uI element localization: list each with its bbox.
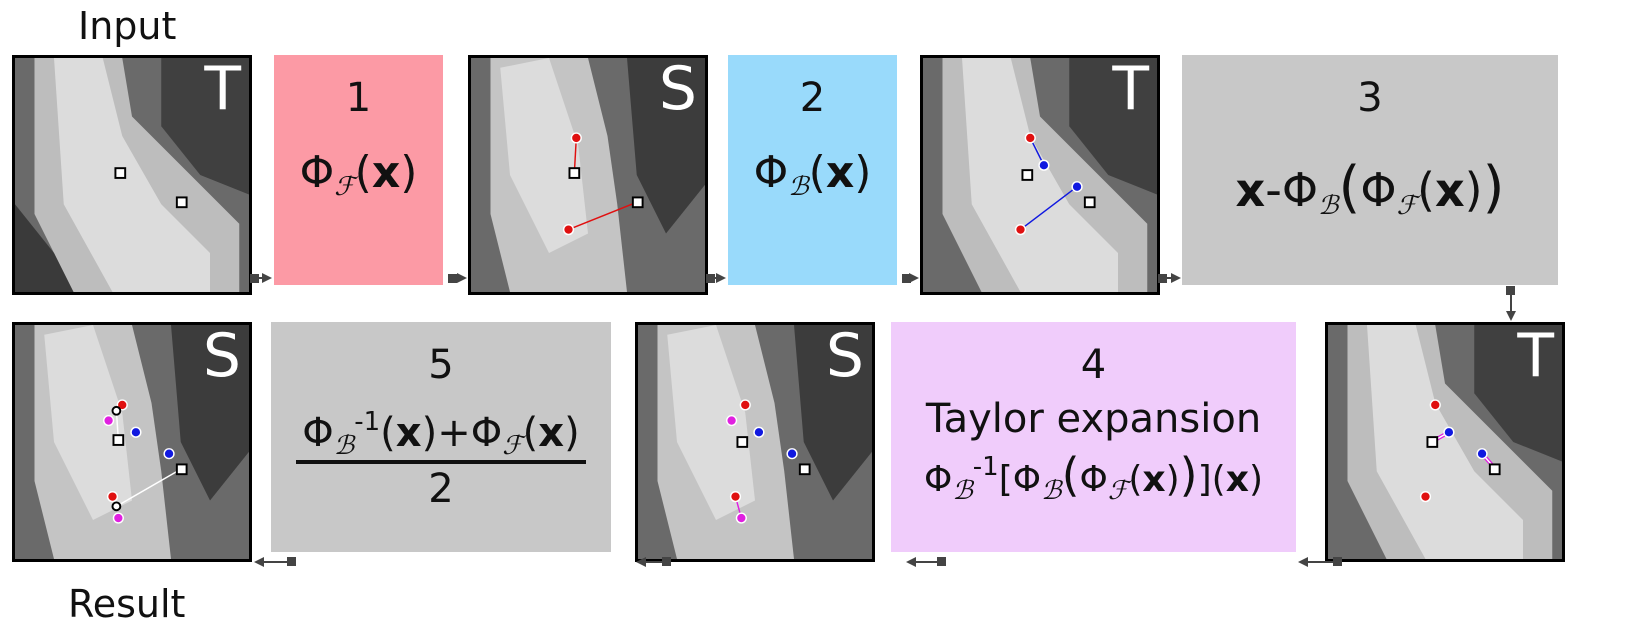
arrow-step4-to-s: [906, 557, 946, 567]
mri-texture: [638, 325, 872, 559]
markers: [114, 167, 188, 209]
mri-texture: [15, 58, 249, 292]
panel-letter: T: [1517, 322, 1554, 391]
arrow-step3-down: [1506, 286, 1516, 321]
panel-letter: T: [1112, 55, 1149, 124]
arrow-t-to-step3: [1158, 273, 1181, 283]
step-number: 2: [799, 75, 826, 121]
mri-texture: [923, 58, 1157, 292]
panel-letter: S: [202, 322, 241, 391]
step-number: 1: [345, 75, 372, 121]
mri-texture: [471, 58, 705, 292]
step4-formula: Φℬ-1[Φℬ(Φℱ(x))](x): [924, 448, 1263, 506]
step2-box: 2 Φℬ(x): [728, 55, 897, 285]
step-number: 3: [1357, 75, 1383, 121]
step4-box: 4 Taylor expansion Φℬ-1[Φℬ(Φℱ(x))](x): [891, 322, 1296, 552]
step5-box: 5 Φℬ-1(x)+Φℱ(x) 2: [271, 322, 611, 552]
markers: [562, 132, 644, 236]
arrow-s-to-step2: [706, 273, 726, 283]
step4-label: Taylor expansion: [925, 396, 1262, 442]
panel-letter: S: [658, 55, 697, 124]
markers: [1014, 132, 1096, 236]
arrow-input-to-step1: [250, 273, 272, 283]
step3-formula: x-Φℬ(Φℱ(x)): [1235, 155, 1505, 221]
panel-letter: S: [825, 322, 864, 391]
markers: [725, 399, 811, 524]
image-panel-s-2: S: [635, 322, 875, 562]
image-panel-t-input: T: [12, 55, 252, 295]
image-panel-s-result: S: [12, 322, 252, 562]
image-panel-t-2: T: [920, 55, 1160, 295]
input-caption: Input: [78, 4, 177, 48]
step1-formula: Φℱ(x): [299, 147, 418, 202]
step5-denominator: 2: [428, 466, 454, 512]
step2-formula: Φℬ(x): [753, 147, 872, 202]
mri-texture: [1328, 325, 1562, 559]
image-panel-t-3: T: [1325, 322, 1565, 562]
step-number: 5: [428, 342, 454, 388]
markers: [1419, 399, 1501, 503]
mri-texture: [15, 325, 249, 559]
step5-formula: Φℬ-1(x)+Φℱ(x) 2: [296, 407, 586, 512]
panel-letter: T: [204, 55, 241, 124]
markers: [102, 399, 188, 524]
step1-box: 1 Φℱ(x): [274, 55, 443, 285]
step3-box: 3 x-Φℬ(Φℱ(x)): [1182, 55, 1558, 285]
arrow-step5-to-result: [254, 557, 296, 567]
step-number: 4: [1080, 342, 1107, 388]
image-panel-s-1: S: [468, 55, 708, 295]
result-caption: Result: [68, 582, 186, 626]
arrow-step2-to-t: [902, 273, 919, 283]
arrow-step1-to-s: [448, 273, 467, 283]
